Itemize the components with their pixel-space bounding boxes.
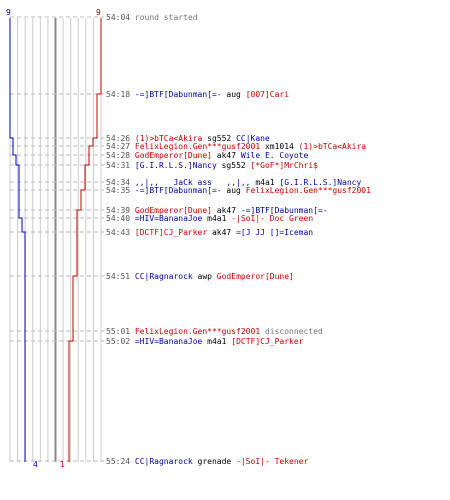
event-text: FelixLegion.Gen***gusf2001 [245,186,371,195]
event-text: awp [192,272,217,281]
event-text: disconnected [260,327,323,336]
event-row: 54:04 round started [106,13,198,22]
event-text: [DCTF]CJ_Parker [231,337,304,346]
event-time: 54:04 [106,13,135,22]
red-team-score-line [68,18,102,462]
event-text: xm1014 [260,142,299,151]
event-text: GodEmperor[Dune] [134,151,212,160]
event-row: 55:24 CC|Ragnarock grenade -|SoI|- Teken… [106,457,308,466]
event-time: 54:18 [106,90,135,99]
event-row: 54:39 GodEmperor[Dune] ak47 -=]BTF[Dabun… [106,206,328,215]
event-text: GodEmperor[Dune] [216,272,294,281]
event-text: =[J JJ []=Iceman [236,228,314,237]
event-time: 54:31 [106,161,135,170]
event-text: sg552 [202,134,237,143]
event-text: m4a1 [202,214,232,223]
event-dash-lines [10,16,104,462]
event-text: -=]BTF[Dabunman[=- [134,90,222,99]
blue-score-bottom: 4 [33,460,38,469]
event-text: aug [221,186,246,195]
event-text: m4a1 [202,337,232,346]
event-text: ak47 [207,228,237,237]
event-time: 55:02 [106,337,135,346]
event-text: -=]BTF[Dabunman[=- [240,206,328,215]
event-row: 54:26 (1)>bTCa<Akira sg552 CC|Kane [106,134,270,143]
event-row: 54:28 GodEmperor[Dune] ak47 Wile E. Coyo… [106,151,308,160]
event-time: 54:28 [106,151,135,160]
event-time: 55:24 [106,457,135,466]
event-text: -|SoI|- Tekener [236,457,309,466]
event-row: 54:51 CC|Ragnarock awp GodEmperor[Dune] [106,272,294,281]
event-text: round started [134,13,198,22]
event-time: 54:27 [106,142,135,151]
event-text: sg552 [216,161,251,170]
event-row: 55:01 FelixLegion.Gen***gusf2001 disconn… [106,327,323,336]
red-score-top: 9 [96,8,101,17]
event-text: ak47 [211,151,241,160]
event-text: Wile E. Coyote [240,151,309,160]
event-row: 54:40 =HIV=BananaJoe m4a1 -|SoI|- Doc Gr… [106,214,313,223]
event-text: [G.I.R.L.S.]Nancy [134,161,217,170]
event-row: 54:35 -=]BTF[Dabunman[=- aug FelixLegion… [106,186,371,195]
red-score-bottom: 1 [60,460,65,469]
event-time: 54:35 [106,186,135,195]
event-text: (1)>bTCa<Akira [134,134,203,143]
event-text: [*GoF*]MrChri$ [250,161,318,170]
event-row: 54:18 -=]BTF[Dabunman[=- aug [007]Cari [106,90,289,99]
event-text: m4a1 [250,178,280,187]
event-time: 54:39 [106,206,135,215]
event-text: (1)>bTCa<Akira [298,142,367,151]
event-text: =HIV=BananaJoe [134,337,203,346]
blue-score-top: 9 [6,8,11,17]
event-text: FelixLegion.Gen***gusf2001 [134,327,261,336]
event-time: 55:01 [106,327,135,336]
event-text: =HIV=BananaJoe [134,214,203,223]
event-row: 55:02 =HIV=BananaJoe m4a1 [DCTF]CJ_Parke… [106,337,304,346]
event-text: aug [221,90,246,99]
event-row: 54:34 ,,|,, JaCk ass ,,|,, m4a1 [G.I.R.L… [106,178,361,187]
score-lines [9,18,102,462]
event-text: [007]Cari [245,90,290,99]
event-time: 54:40 [106,214,135,223]
event-text: ak47 [211,206,241,215]
event-time: 54:43 [106,228,135,237]
event-text: GodEmperor[Dune] [134,206,212,215]
event-text: -=]BTF[Dabunman[=- [134,186,222,195]
event-text: grenade [192,457,237,466]
event-text: CC|Ragnarock [134,272,193,281]
grid-lines [9,18,102,462]
event-time: 54:26 [106,134,135,143]
event-time: 54:34 [106,178,135,187]
event-row: 54:31 [G.I.R.L.S.]Nancy sg552 [*GoF*]MrC… [106,161,318,170]
event-text: ,,|,, JaCk ass ,,|,, [134,178,251,187]
event-time: 54:51 [106,272,135,281]
event-text: [G.I.R.L.S.]Nancy [279,178,362,187]
event-text: FelixLegion.Gen***gusf2001 [134,142,261,151]
event-text: -|SoI|- Doc Green [231,214,314,223]
event-row: 54:27 FelixLegion.Gen***gusf2001 xm1014 … [106,142,366,151]
event-text: CC|Kane [236,134,270,143]
blue-team-score-line [9,18,26,462]
event-row: 54:43 [DCTF]CJ_Parker ak47 =[J JJ []=Ice… [106,228,313,237]
event-text: CC|Ragnarock [134,457,193,466]
event-text: [DCTF]CJ_Parker [134,228,208,237]
